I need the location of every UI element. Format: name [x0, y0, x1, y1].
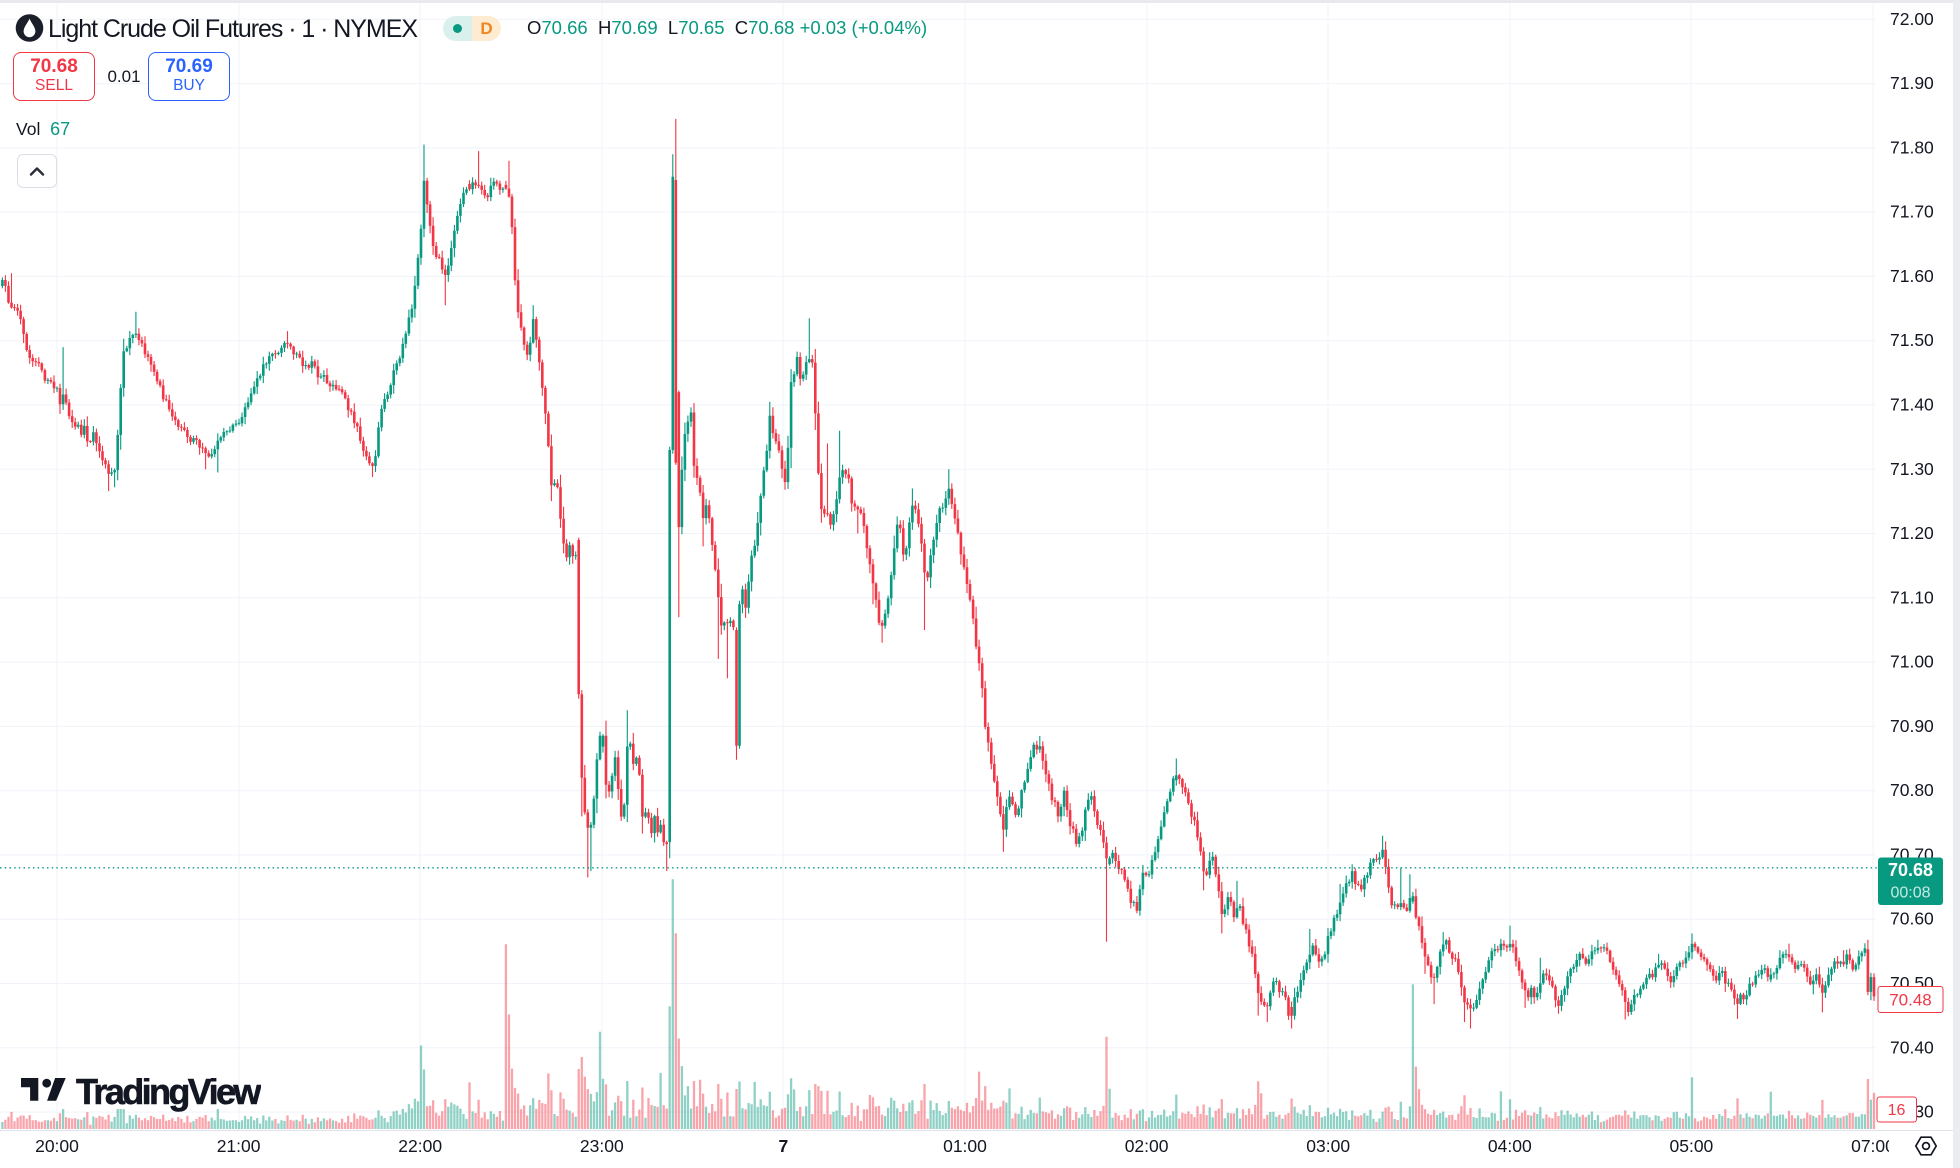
svg-text:72.00: 72.00 [1890, 9, 1934, 29]
svg-text:70.40: 70.40 [1890, 1037, 1934, 1057]
svg-text:71.90: 71.90 [1890, 73, 1934, 93]
svg-text:71.70: 71.70 [1890, 202, 1934, 222]
svg-text:71.80: 71.80 [1890, 137, 1934, 157]
svg-text:23:00: 23:00 [580, 1136, 624, 1156]
svg-text:71.10: 71.10 [1890, 587, 1934, 607]
svg-text:71.20: 71.20 [1890, 523, 1934, 543]
svg-text:71.40: 71.40 [1890, 395, 1934, 415]
svg-text:02:00: 02:00 [1125, 1136, 1169, 1156]
svg-text:71.60: 71.60 [1890, 266, 1934, 286]
svg-text:01:00: 01:00 [943, 1136, 987, 1156]
svg-text:70.80: 70.80 [1890, 780, 1934, 800]
svg-text:TradingView: TradingView [76, 1078, 261, 1112]
svg-text:70.90: 70.90 [1890, 716, 1934, 736]
svg-text:71.50: 71.50 [1890, 330, 1934, 350]
svg-text:70.48: 70.48 [1889, 991, 1932, 1010]
svg-text:20:00: 20:00 [35, 1136, 79, 1156]
svg-text:16: 16 [1888, 1102, 1906, 1119]
svg-text:70.68: 70.68 [1888, 860, 1933, 880]
svg-text:21:00: 21:00 [217, 1136, 261, 1156]
svg-text:70.60: 70.60 [1890, 909, 1934, 929]
svg-text:07:00: 07:00 [1851, 1136, 1895, 1156]
svg-text:03:00: 03:00 [1306, 1136, 1350, 1156]
svg-text:00:08: 00:08 [1890, 885, 1930, 902]
svg-text:22:00: 22:00 [398, 1136, 442, 1156]
svg-text:05:00: 05:00 [1670, 1136, 1714, 1156]
svg-text:04:00: 04:00 [1488, 1136, 1532, 1156]
svg-text:71.00: 71.00 [1890, 652, 1934, 672]
svg-text:7: 7 [779, 1136, 789, 1156]
svg-text:71.30: 71.30 [1890, 459, 1934, 479]
